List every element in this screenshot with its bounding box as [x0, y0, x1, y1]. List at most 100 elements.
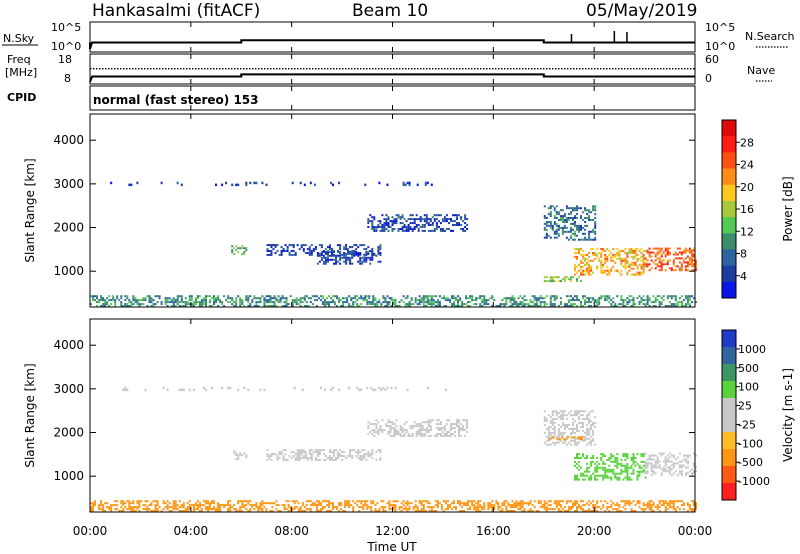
heat-cell	[582, 439, 585, 442]
cpid-label: CPID	[7, 91, 36, 104]
heat-cell	[441, 220, 444, 223]
heat-cell	[693, 259, 695, 262]
heat-cell	[596, 500, 599, 503]
heat-cell	[632, 305, 635, 307]
heat-cell	[334, 295, 336, 298]
heat-cell	[557, 226, 560, 229]
heat-cell	[666, 466, 669, 469]
heat-cell	[277, 295, 280, 298]
heat-cell	[376, 305, 379, 307]
heat-cell	[650, 454, 653, 457]
heat-cell	[122, 504, 125, 507]
heat-cell	[98, 506, 101, 509]
heat-cell	[142, 504, 145, 507]
heat-cell	[273, 502, 276, 505]
heat-cell	[211, 297, 213, 300]
heat-cell	[511, 299, 514, 302]
heat-cell	[606, 248, 609, 251]
heat-cell	[559, 510, 562, 512]
heat-cell	[176, 504, 179, 507]
heat-cell	[578, 252, 580, 254]
heat-cell	[602, 478, 605, 481]
colorbar-tick-label: -1000	[738, 475, 770, 488]
heat-cell	[594, 230, 597, 233]
heat-cell	[164, 502, 167, 505]
heat-cell	[144, 388, 147, 392]
heat-cell	[406, 500, 409, 503]
heat-cell	[316, 453, 319, 456]
heat-cell	[142, 303, 145, 306]
heat-cell	[457, 299, 459, 302]
heat-cell	[592, 205, 595, 208]
heat-cell	[676, 506, 679, 509]
heat-cell	[393, 429, 396, 431]
heat-cell	[628, 504, 631, 507]
heat-cell	[345, 258, 348, 261]
heat-cell	[620, 303, 623, 306]
colorbar-swatch	[722, 168, 736, 186]
heat-cell	[501, 502, 504, 505]
heat-cell	[674, 297, 677, 300]
heat-cell	[438, 301, 441, 304]
heat-cell	[658, 269, 661, 272]
heat-cell	[626, 265, 629, 268]
heat-cell	[367, 433, 370, 435]
heat-cell	[435, 214, 438, 217]
heat-cell	[557, 234, 560, 237]
heat-cell	[691, 251, 693, 254]
heat-cell	[618, 476, 621, 479]
heat-cell	[130, 303, 133, 306]
heat-cell	[634, 261, 637, 264]
heat-cell	[604, 269, 607, 272]
heat-cell	[427, 423, 430, 426]
heat-cell	[559, 209, 562, 212]
heat-cell	[632, 458, 635, 461]
heat-cell	[431, 216, 434, 219]
heat-cell	[261, 295, 264, 298]
heat-cell	[586, 433, 589, 436]
heat-cell	[180, 506, 183, 509]
heat-cell	[545, 295, 548, 298]
heat-cell	[302, 250, 305, 252]
heat-cell	[98, 508, 101, 511]
heat-cell	[427, 229, 430, 232]
heat-cell	[646, 466, 649, 469]
heat-cell	[413, 222, 416, 225]
heat-cell	[656, 460, 659, 463]
heat-cell	[404, 506, 407, 509]
heat-cell	[243, 452, 246, 455]
heat-cell	[624, 455, 627, 457]
heat-cell	[586, 224, 589, 227]
heat-cell	[241, 504, 244, 507]
heat-cell	[92, 297, 94, 300]
heat-cell	[439, 429, 442, 431]
heat-cell	[578, 228, 580, 231]
heat-cell	[94, 295, 96, 298]
time-axis: 00:00 04:00 08:00 12:00 16:00 20:00 00:00	[73, 22, 712, 538]
heat-cell	[393, 423, 396, 426]
heat-cell	[335, 254, 337, 257]
heat-cell	[660, 303, 663, 306]
heat-cell	[415, 224, 418, 226]
heat-cell	[186, 502, 189, 505]
heat-cell	[574, 209, 576, 212]
heat-cell	[339, 256, 342, 259]
heat-cell	[628, 269, 631, 272]
heat-cell	[373, 252, 376, 255]
heat-cell	[616, 466, 619, 469]
heat-cell	[219, 301, 222, 304]
heat-cell	[186, 506, 189, 509]
heat-cell	[557, 427, 560, 430]
heat-cell	[202, 303, 205, 306]
heat-cell	[580, 457, 582, 459]
heat-cell	[168, 506, 171, 509]
heat-cell	[435, 427, 438, 430]
heat-cell	[497, 305, 500, 307]
heat-cell	[491, 305, 494, 307]
heat-cell	[509, 504, 512, 507]
heat-cell	[327, 457, 329, 459]
heat-cell	[467, 504, 470, 507]
heat-cell	[555, 441, 558, 444]
heat-cell	[320, 256, 323, 259]
